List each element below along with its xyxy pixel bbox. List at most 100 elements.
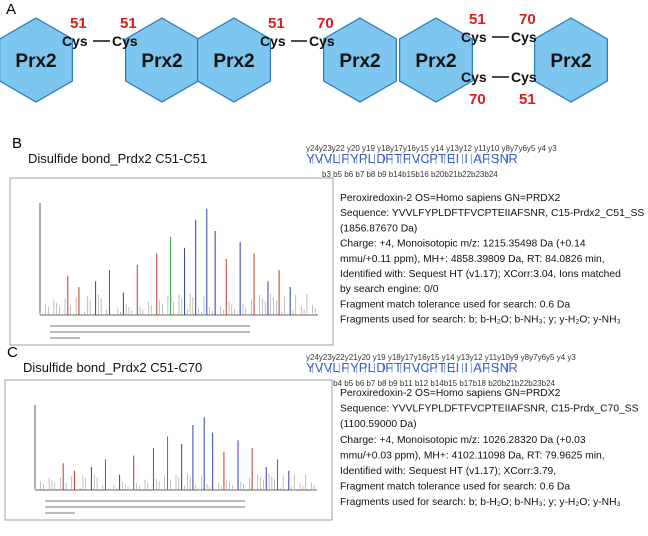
legend-line (50, 337, 80, 339)
detail-line: by search engine: 0/0 (340, 284, 439, 295)
residue-letter: F (341, 360, 349, 375)
panel-label: C (7, 344, 18, 361)
legend-line (45, 512, 75, 514)
residue-letter: C (420, 151, 429, 166)
panel-label: B (12, 135, 22, 152)
spectrum-frame (4, 379, 333, 521)
detail-line: Fragment match tolerance used for search… (340, 299, 570, 310)
residue-letter: D (376, 360, 385, 375)
residue-letter: I (464, 360, 468, 375)
detail-line: Charge: +4, Monoisotopic m/z: 1215.35498… (340, 239, 586, 250)
residue-letter: F (403, 360, 411, 375)
detail-line: mmu/+0.11 ppm), MH+: 4858.39809 Da, RT: … (340, 254, 605, 265)
residue-letter: T (394, 360, 402, 375)
detail-line: Fragment match tolerance used for search… (340, 482, 570, 493)
residue-letter: P (429, 360, 438, 375)
residue-letter: Y (306, 360, 315, 375)
detail-line: Charge: +4, Monoisotopic m/z: 1026.28320… (340, 435, 586, 446)
site-number: 51 (268, 15, 285, 32)
residue: Cys (511, 69, 537, 85)
residue-letter: I (456, 151, 460, 166)
residue-letter: T (394, 151, 402, 166)
ion-labels: b3 b4 b5 b6 b7 b8 b9 b11 b12 b14b15 b17b… (322, 379, 556, 388)
residue-letter: F (482, 151, 490, 166)
residue-letter: L (368, 151, 375, 166)
residue-letter: P (429, 151, 438, 166)
legend-line (45, 506, 245, 508)
residue-letter: S (491, 151, 500, 166)
residue: Cys (62, 33, 88, 49)
residue-letter: L (332, 151, 339, 166)
residue: Cys (112, 33, 138, 49)
protein-name: Prx2 (339, 51, 380, 72)
residue: Cys (461, 69, 487, 85)
legend-line (45, 500, 245, 502)
residue-letter: F (482, 360, 490, 375)
site-number: 70 (317, 15, 334, 32)
protein-name: Prx2 (141, 51, 182, 72)
residue-letter: N (500, 151, 509, 166)
residue-letter: V (324, 360, 333, 375)
detail-line: Peroxiredoxin-2 OS=Homo sapiens GN=PRDX2 (340, 388, 561, 399)
residue-letter: D (376, 151, 385, 166)
site-number: 70 (469, 91, 486, 108)
protein-name: Prx2 (550, 51, 591, 72)
residue-letter: N (500, 360, 509, 375)
hexagon (533, 17, 609, 103)
residue-letter: A (473, 360, 482, 375)
detail-line: Fragments used for search: b; b-H₂O; b-N… (340, 497, 621, 508)
detail-line: Sequence: YVVLFYPLDFTFVCPTEIIAFSNR, C15-… (340, 208, 644, 219)
residue-letter: S (491, 360, 500, 375)
residue-letter: F (385, 360, 393, 375)
residue: Cys (260, 33, 286, 49)
residue-letter: C (420, 360, 429, 375)
protein-name: Prx2 (15, 51, 56, 72)
residue-letter: Y (306, 151, 315, 166)
residue-letter: R (508, 151, 517, 166)
ion-labels: b3 b5 b6 b7 b8 b9 b14b15b16 b20b21b22b23… (322, 170, 498, 179)
hexagon (399, 17, 473, 103)
residue-letter: V (412, 151, 421, 166)
residue-letter: A (473, 151, 482, 166)
site-number: 51 (70, 15, 87, 32)
protein-name: Prx2 (213, 51, 254, 72)
residue-letter: T (438, 360, 446, 375)
residue-letter: F (403, 151, 411, 166)
residue-letter: L (332, 360, 339, 375)
residue-letter: E (447, 360, 456, 375)
residue: Cys (511, 29, 537, 45)
detail-line: (1856.87670 Da) (340, 223, 417, 234)
residue-letter: V (315, 360, 324, 375)
legend-line (50, 325, 250, 327)
legend-line (50, 331, 250, 333)
detail-line: Fragments used for search: b; b-H₂O; b-N… (340, 315, 621, 326)
detail-line: (1100.59000 Da) (340, 419, 417, 430)
residue-letter: F (385, 151, 393, 166)
site-number: 51 (120, 15, 137, 32)
residue-letter: I (456, 360, 460, 375)
hexagon (323, 17, 397, 103)
residue-letter: L (368, 360, 375, 375)
site-number: 70 (519, 11, 536, 28)
residue-letter: P (359, 360, 368, 375)
panel-title: Disulfide bond_Prdx2 C51-C70 (23, 360, 202, 375)
residue-letter: R (508, 360, 517, 375)
spectrum-frame (9, 177, 334, 346)
panel-label: A (6, 1, 16, 18)
detail-line: Identified with: Sequest HT (v1.17); XCo… (340, 269, 621, 280)
residue: Cys (461, 29, 487, 45)
detail-line: Sequence: YVVLFYPLDFTFVCPTEIIAFSNR, C15-… (340, 404, 639, 415)
site-number: 51 (519, 91, 536, 108)
residue-letter: Y (350, 360, 359, 375)
residue-letter: V (324, 151, 333, 166)
panel-title: Disulfide bond_Prdx2 C51-C51 (28, 151, 207, 166)
hexagon (0, 17, 74, 103)
detail-line: mmu/+0.03 ppm), MH+: 4102.11098 Da, RT: … (340, 450, 605, 461)
residue-letter: V (315, 151, 324, 166)
residue-letter: I (464, 151, 468, 166)
residue-letter: V (412, 360, 421, 375)
hexagon (197, 17, 271, 103)
residue-letter: Y (350, 151, 359, 166)
detail-line: Peroxiredoxin-2 OS=Homo sapiens GN=PRDX2 (340, 193, 561, 204)
